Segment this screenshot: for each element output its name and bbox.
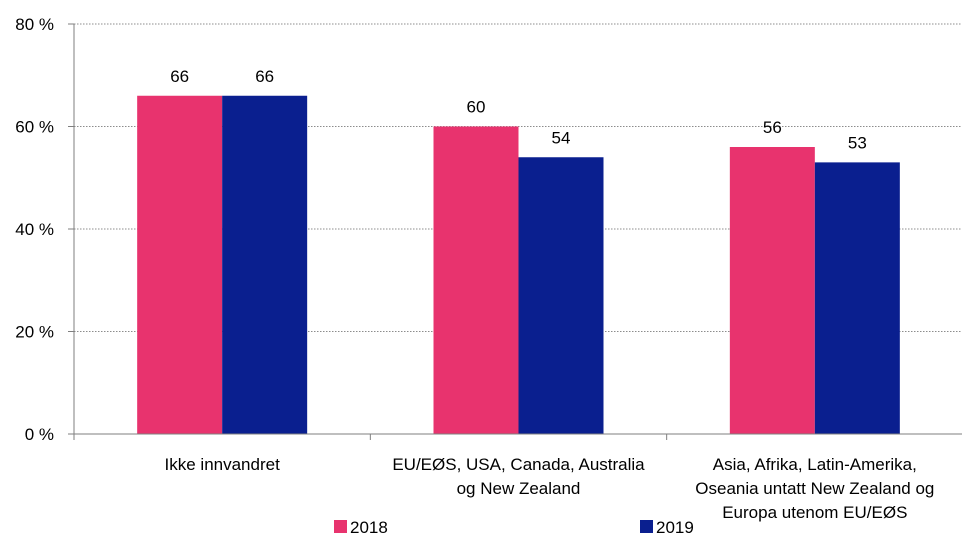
- bar-2019: [222, 95, 308, 434]
- bar-2019: [814, 162, 900, 434]
- category-label-line: Europa utenom EU/EØS: [722, 503, 907, 522]
- bar-2018: [137, 95, 223, 434]
- axes: [68, 23, 962, 440]
- data-label: 60: [467, 98, 486, 117]
- y-tick-label: 80 %: [15, 15, 54, 34]
- bar-2019: [518, 157, 604, 434]
- data-label: 54: [552, 128, 571, 147]
- legend-label-2019: 2019: [656, 518, 694, 534]
- y-tick-label: 20 %: [15, 323, 54, 342]
- data-label: 53: [848, 133, 867, 152]
- legend-swatch-2018: [334, 520, 347, 533]
- category-label: EU/EØS, USA, Canada, Australia og New Zea…: [392, 455, 645, 498]
- legend: 2018 2019: [334, 518, 694, 534]
- y-tick-label: 60 %: [15, 118, 54, 137]
- legend-label-2018: 2018: [350, 518, 388, 534]
- category-label: Ikke innvandret: [165, 455, 281, 474]
- y-tick-label: 0 %: [25, 425, 54, 444]
- bar-2018: [433, 126, 519, 434]
- category-label: Asia, Afrika, Latin-Amerika, Oseania unta…: [695, 455, 934, 522]
- data-label: 66: [255, 67, 274, 86]
- labels: 0 % 20 % 40 % 60 % 80 % 66 66 Ikke innvandret 60…: [15, 15, 934, 522]
- data-label: 56: [763, 118, 782, 137]
- category-label-line: Ikke innvandret: [165, 455, 281, 474]
- data-label: 66: [170, 67, 189, 86]
- legend-swatch-2019: [640, 520, 653, 533]
- category-label-line: Asia, Afrika, Latin-Amerika,: [713, 455, 917, 474]
- bar-2018: [729, 147, 815, 434]
- category-label-line: og New Zealand: [457, 479, 581, 498]
- bars: [137, 95, 900, 434]
- y-tick-label: 40 %: [15, 220, 54, 239]
- category-label-line: EU/EØS, USA, Canada, Australia: [392, 455, 645, 474]
- category-label-line: Oseania untatt New Zealand og: [695, 479, 934, 498]
